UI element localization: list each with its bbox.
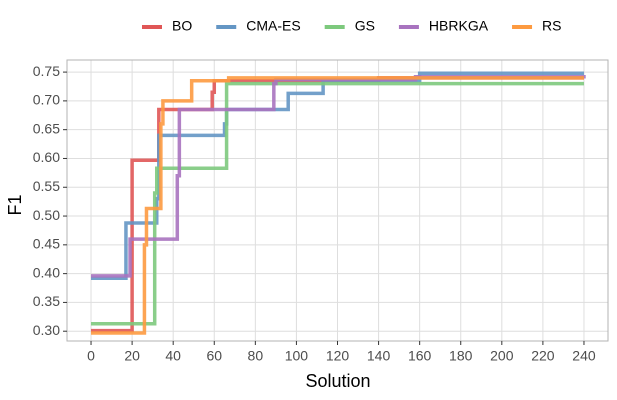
y-tick-label: 0.65 xyxy=(33,120,60,136)
y-tick-label: 0.55 xyxy=(33,178,60,194)
x-tick-label: 160 xyxy=(408,348,432,364)
legend-label: BO xyxy=(172,18,192,34)
y-tick-label: 0.30 xyxy=(33,322,60,338)
x-tick-label: 60 xyxy=(206,348,222,364)
x-tick-label: 220 xyxy=(531,348,555,364)
x-tick-label: 140 xyxy=(367,348,391,364)
legend-label: GS xyxy=(355,18,375,34)
y-tick-label: 0.35 xyxy=(33,293,60,309)
series-line xyxy=(91,81,584,326)
x-tick-label: 0 xyxy=(87,348,95,364)
x-tick-label: 120 xyxy=(326,348,350,364)
series-line xyxy=(91,76,584,335)
legend-label: HBRKGA xyxy=(429,18,489,34)
axes: 0.30 0.35 0.40 0.45 0.50 0.55 0.60 0.65 0.70 0.75… xyxy=(33,63,596,364)
x-tick-label: 180 xyxy=(449,348,473,364)
lines xyxy=(91,71,586,335)
x-tick-label: 200 xyxy=(490,348,514,364)
y-axis-title: F1 xyxy=(5,194,25,215)
y-tick-label: 0.40 xyxy=(33,264,60,280)
y-tick-label: 0.75 xyxy=(33,63,60,79)
y-tick-label: 0.70 xyxy=(33,92,60,108)
x-tick-label: 100 xyxy=(285,348,309,364)
legend: BO CMA-ES GS HBRKGA RS xyxy=(142,18,562,34)
y-tick-label: 0.60 xyxy=(33,149,60,165)
legend-label: CMA-ES xyxy=(246,18,300,34)
x-tick-label: 80 xyxy=(248,348,264,364)
x-tick-label: 240 xyxy=(572,348,596,364)
legend-label: RS xyxy=(542,18,561,34)
x-tick-label: 20 xyxy=(124,348,140,364)
y-tick-label: 0.50 xyxy=(33,207,60,223)
y-tick-label: 0.45 xyxy=(33,236,60,252)
x-axis-title: Solution xyxy=(305,371,370,391)
x-tick-label: 40 xyxy=(165,348,181,364)
